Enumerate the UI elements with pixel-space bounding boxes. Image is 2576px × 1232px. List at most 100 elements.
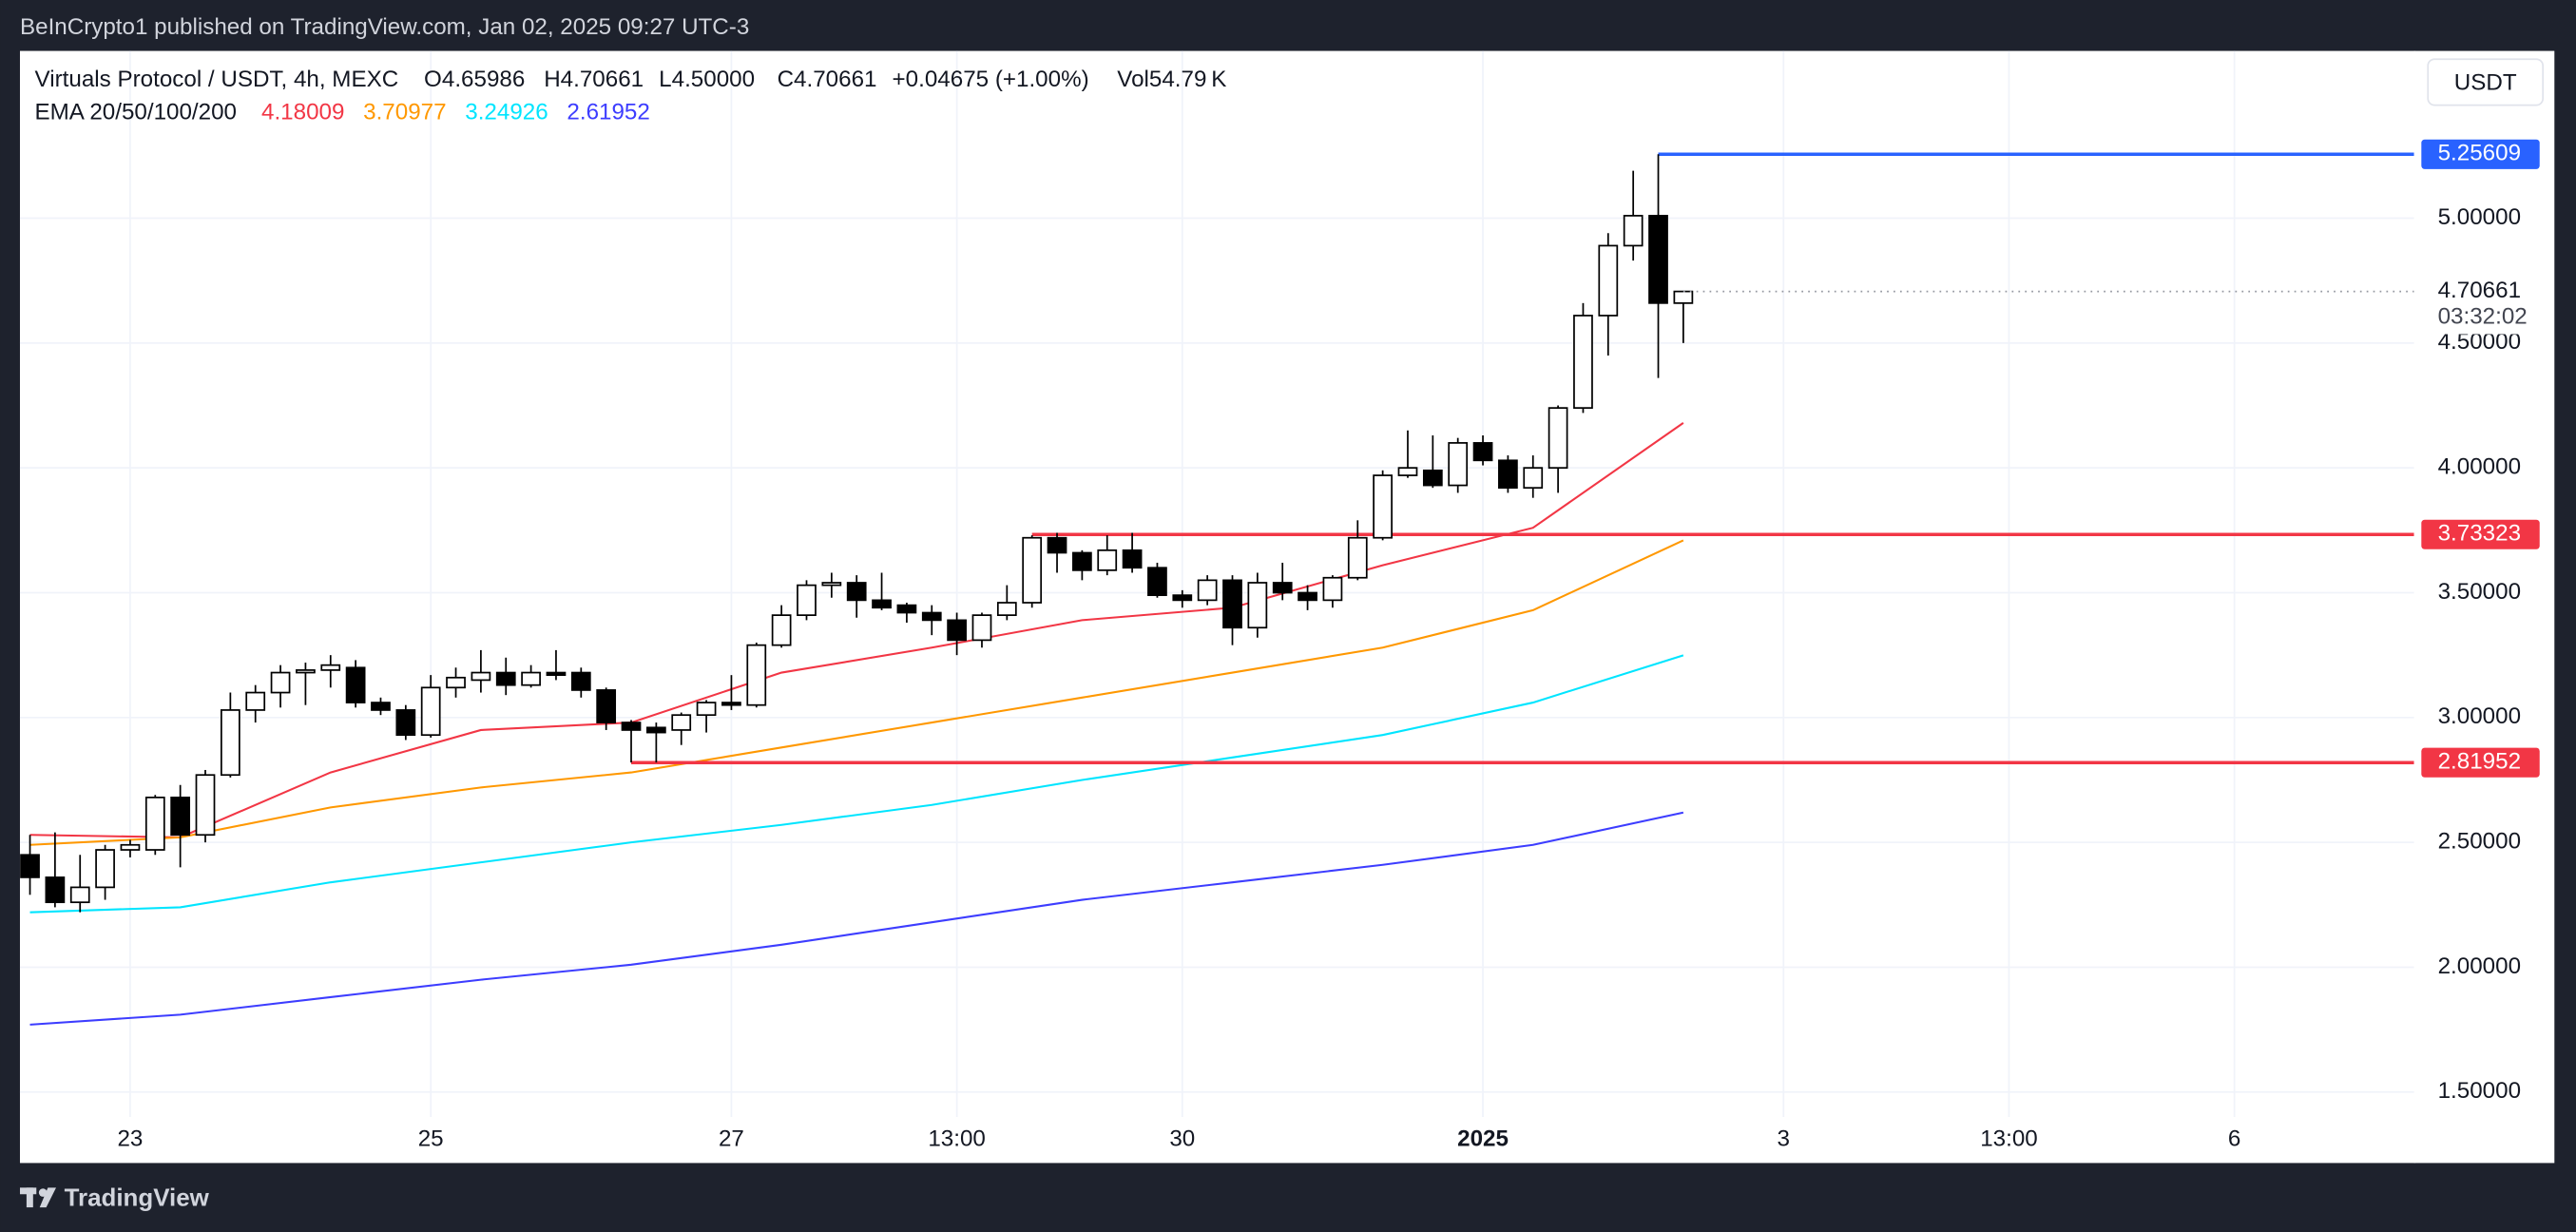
candle-body	[1122, 549, 1143, 569]
candle-body	[170, 796, 191, 837]
candle-body	[270, 671, 291, 694]
candle-body	[1573, 315, 1593, 410]
ema-line	[29, 811, 1684, 1026]
level-price-label: 3.73323	[2438, 521, 2521, 547]
y-tick-label: 4.00000	[2438, 454, 2521, 480]
candle-body	[746, 644, 767, 706]
y-tick-label: 1.50000	[2438, 1078, 2521, 1104]
candle-body	[245, 691, 266, 711]
indicator-label: EMA 20/50/100/200	[35, 100, 237, 125]
currency-label[interactable]: USDT	[2454, 70, 2517, 96]
ema-legend-value: 3.70977	[363, 100, 446, 125]
candle-body	[872, 599, 892, 609]
level-price-tag	[2421, 139, 2540, 169]
ema-line	[29, 654, 1684, 914]
candle-body	[846, 582, 867, 602]
ohlc-legend-item: L4.50000	[659, 67, 755, 92]
countdown-label: 03:32:02	[2438, 304, 2528, 330]
level-price-tag	[2421, 747, 2540, 778]
candle-body	[446, 676, 466, 689]
y-tick-label: 3.50000	[2438, 579, 2521, 605]
candle-body	[1523, 467, 1544, 490]
candle-body	[947, 619, 967, 642]
x-tick-label: 30	[1169, 1126, 1195, 1152]
x-tick-label: 2025	[1457, 1126, 1509, 1152]
candle-body	[495, 671, 516, 686]
candle-body	[1022, 536, 1043, 604]
candle-body	[1097, 549, 1118, 571]
ema-line	[29, 539, 1684, 846]
brand-name: TradingView	[65, 1184, 210, 1211]
candle-body	[646, 726, 666, 734]
candle-body	[1222, 579, 1242, 629]
candle-body	[570, 671, 591, 691]
x-tick-label: 13:00	[1980, 1126, 2038, 1152]
currency-button[interactable]	[2427, 58, 2545, 106]
candle-body	[771, 614, 792, 646]
candle-body	[1422, 469, 1443, 487]
candle-body	[1197, 579, 1218, 602]
candle-body	[797, 584, 817, 616]
candle-body	[1272, 582, 1293, 594]
candle-body	[1247, 582, 1268, 629]
candle-body	[1448, 442, 1469, 487]
candle-body	[120, 843, 141, 851]
candle-body	[395, 709, 416, 737]
candle-body	[896, 604, 917, 614]
x-tick-label: 27	[719, 1126, 744, 1152]
published-note: BeInCrypto1 published on TradingView.com…	[20, 14, 749, 40]
x-tick-label: 6	[2228, 1126, 2240, 1152]
candle-body	[696, 702, 717, 717]
candle-body	[471, 671, 491, 682]
ohlc-legend-item: C4.70661	[778, 67, 877, 92]
level-price-tag	[2421, 519, 2540, 549]
candle-body	[821, 582, 842, 587]
candle-body	[1397, 467, 1418, 476]
candle-body	[1172, 594, 1193, 602]
candle-body	[420, 686, 441, 737]
candle-body	[1472, 442, 1493, 462]
candle-body	[45, 876, 66, 904]
candle-body	[69, 886, 90, 904]
chart-pane	[19, 50, 2555, 1164]
x-tick-label: 3	[1778, 1126, 1790, 1152]
candle-body	[371, 702, 391, 711]
level-price-label: 2.81952	[2438, 749, 2521, 775]
level-price-label: 5.25609	[2438, 141, 2521, 166]
y-tick-label: 3.00000	[2438, 703, 2521, 729]
candle-body	[1673, 290, 1694, 304]
candle-body	[95, 849, 115, 889]
candle-body	[546, 671, 567, 677]
candle-body	[1147, 567, 1167, 596]
y-tick-label: 2.50000	[2438, 829, 2521, 855]
ohlc-legend-item: O4.65986	[424, 67, 525, 92]
ohlc-legend-item: +0.04675 (+1.00%)	[893, 67, 1089, 92]
y-tick-label: 5.00000	[2438, 204, 2521, 230]
candle-body	[320, 664, 341, 671]
candle-body	[345, 666, 366, 703]
x-tick-label: 25	[418, 1126, 444, 1152]
last-price-tag	[2421, 275, 2544, 335]
last-price-label: 4.70661	[2438, 278, 2521, 303]
candle-body	[220, 709, 240, 777]
ohlc-legend-item: Vol54.79 K	[1117, 67, 1226, 92]
candle-body	[296, 669, 316, 674]
brand-logo	[19, 1187, 56, 1208]
x-tick-label: 13:00	[928, 1126, 986, 1152]
candle-body	[1347, 536, 1368, 579]
candle-body	[1648, 215, 1668, 304]
y-tick-label: 2.00000	[2438, 953, 2521, 979]
chart-title: Virtuals Protocol / USDT, 4h, MEXC	[35, 67, 399, 92]
candle-body	[921, 611, 942, 622]
candle-body	[621, 722, 642, 731]
candle-body	[521, 671, 541, 686]
ema-legend-value: 4.18009	[261, 100, 344, 125]
candle-body	[1322, 576, 1343, 602]
candle-body	[144, 796, 165, 851]
candle-body	[1598, 244, 1619, 317]
ema-legend-value: 2.61952	[567, 100, 649, 125]
candle-body	[1047, 536, 1067, 554]
candle-body	[671, 714, 692, 731]
